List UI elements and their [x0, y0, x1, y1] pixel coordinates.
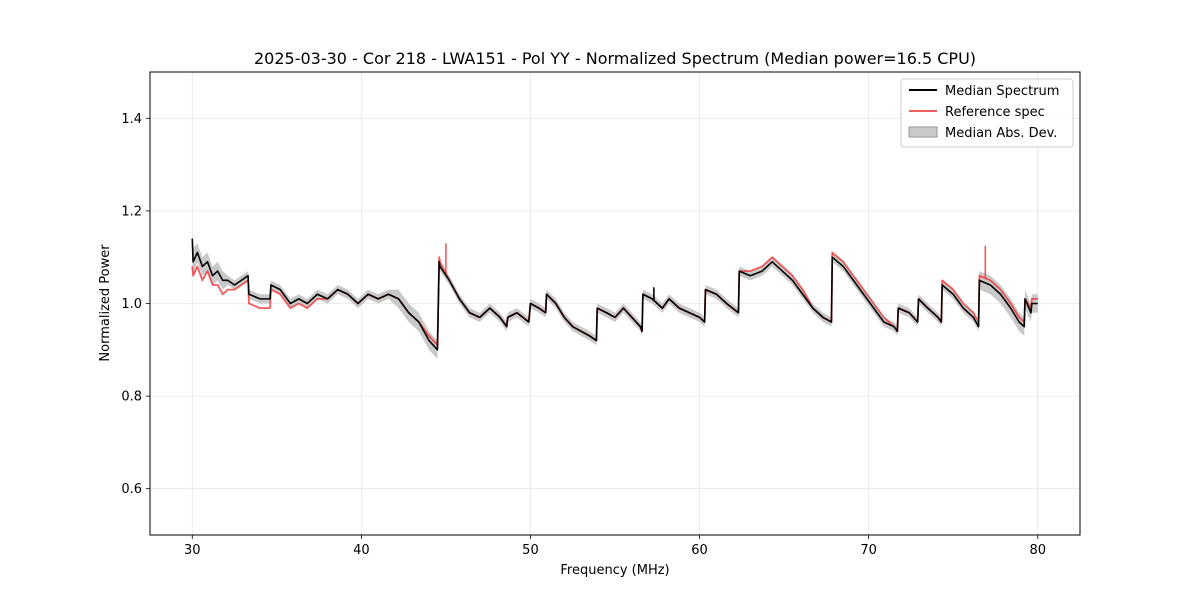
legend-reference-label: Reference spec	[945, 105, 1045, 120]
chart-title: 2025-03-30 - Cor 218 - LWA151 - Pol YY -…	[254, 49, 976, 68]
x-tick-label: 70	[860, 543, 877, 558]
y-tick-label: 0.8	[121, 390, 142, 405]
y-tick-label: 1.0	[121, 297, 142, 312]
x-tick-label: 40	[353, 543, 370, 558]
x-tick-label: 80	[1029, 543, 1046, 558]
x-tick-label: 60	[691, 543, 708, 558]
legend-box	[900, 78, 1074, 148]
y-tick-label: 1.4	[121, 112, 142, 127]
legend-median-label: Median Spectrum	[945, 84, 1059, 99]
legend-mad-swatch	[908, 126, 938, 138]
x-axis-label: Frequency (MHz)	[560, 563, 669, 578]
y-tick-label: 0.6	[121, 482, 142, 497]
median-line-layer	[191, 238, 1038, 351]
legend: Median Spectrum Reference spec Median Ab…	[900, 78, 1074, 148]
legend-mad-label: Median Abs. Dev.	[945, 126, 1057, 141]
y-tick-label: 1.2	[121, 204, 142, 219]
x-tick-label: 30	[184, 543, 201, 558]
y-axis-ticks: 0.6 0.8 1.0 1.2 1.4	[121, 112, 150, 497]
x-tick-label: 50	[522, 543, 539, 558]
median-spectrum-line	[191, 238, 1038, 351]
y-axis-label: Normalized Power	[98, 244, 113, 362]
x-axis-ticks: 30 40 50 60 70 80	[184, 535, 1046, 558]
